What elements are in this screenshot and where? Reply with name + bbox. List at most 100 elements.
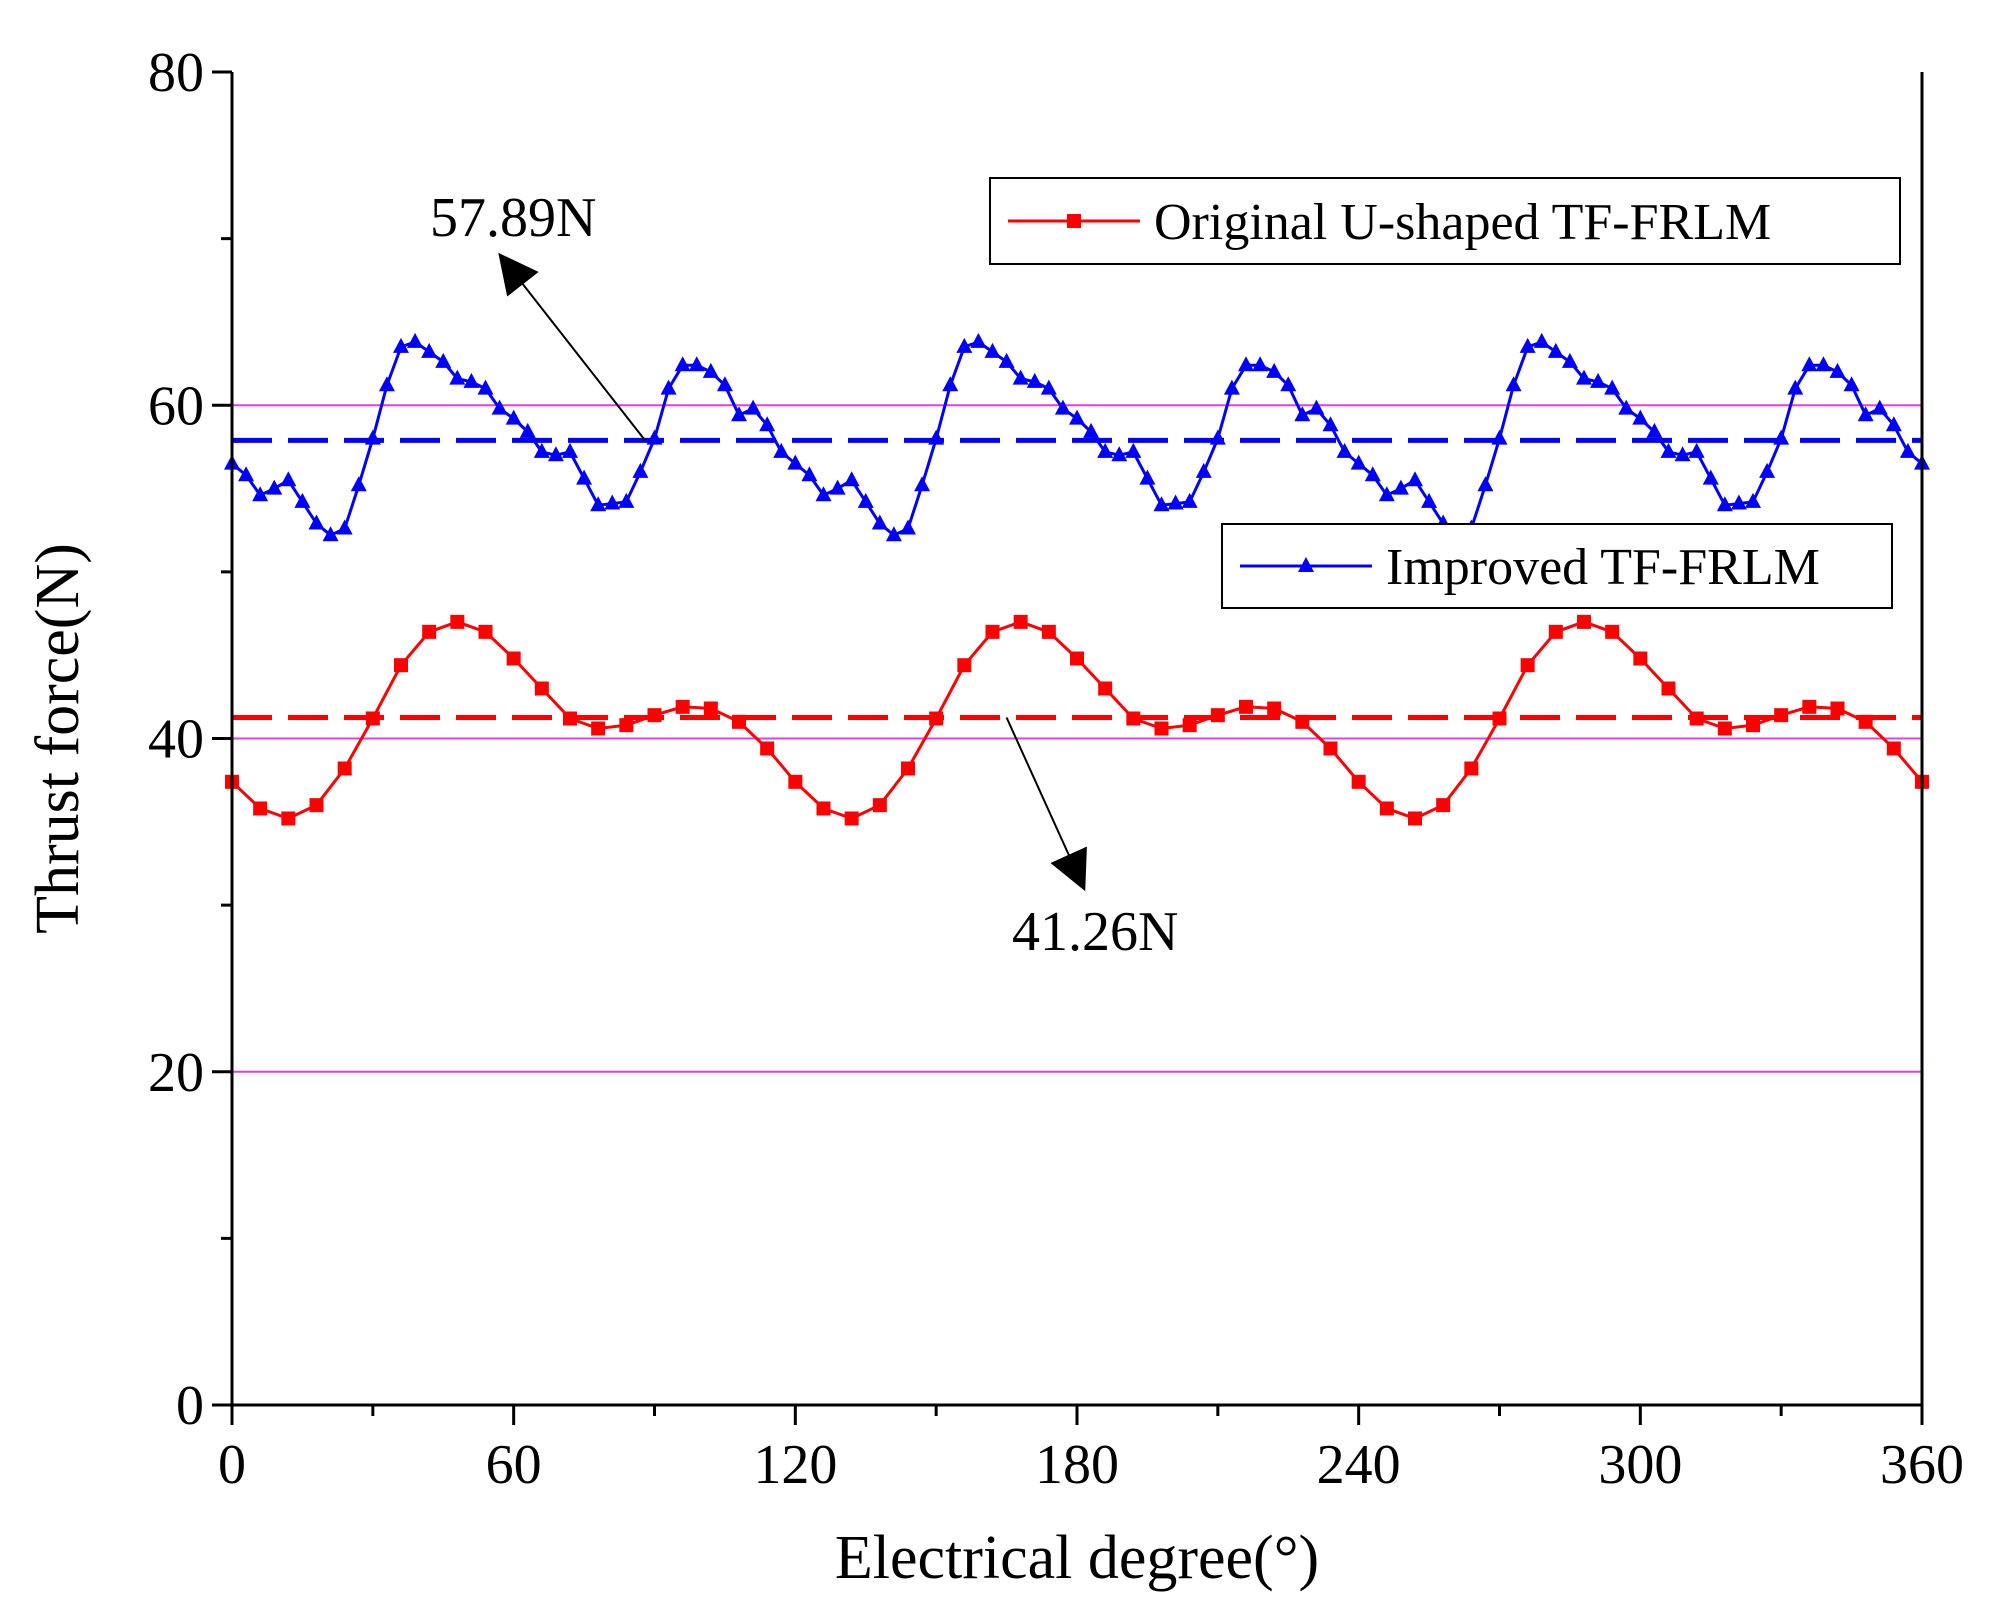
data-point bbox=[1280, 376, 1297, 392]
data-point bbox=[1266, 362, 1283, 378]
data-point bbox=[985, 624, 1000, 639]
y-axis-label: Thrust force(N) bbox=[24, 543, 92, 934]
data-point bbox=[1576, 369, 1592, 385]
data-point bbox=[759, 416, 776, 432]
data-point bbox=[1646, 422, 1663, 438]
y-tick-label: 0 bbox=[176, 1375, 204, 1437]
data-point bbox=[1871, 399, 1888, 415]
data-point bbox=[1351, 774, 1366, 789]
data-point bbox=[1097, 442, 1114, 458]
data-point bbox=[1886, 741, 1901, 756]
legend-box bbox=[989, 177, 1901, 265]
annotation-arrow bbox=[1005, 717, 1087, 892]
data-point bbox=[1604, 379, 1621, 395]
data-point bbox=[1605, 624, 1620, 639]
data-point bbox=[1013, 614, 1028, 629]
legend-entry-original: Original U-shaped TF-FRLM bbox=[989, 177, 1901, 265]
data-point bbox=[1392, 479, 1409, 495]
data-point bbox=[1899, 442, 1916, 458]
data-point bbox=[1746, 718, 1760, 733]
data-point bbox=[1323, 741, 1338, 756]
reference-lines bbox=[232, 404, 1922, 1073]
data-point bbox=[1505, 376, 1522, 392]
data-point bbox=[1239, 699, 1253, 714]
data-point bbox=[562, 442, 578, 458]
data-point bbox=[253, 801, 268, 816]
data-point bbox=[1520, 658, 1535, 673]
data-point bbox=[604, 494, 621, 510]
data-point bbox=[1857, 406, 1874, 422]
data-point bbox=[1561, 352, 1578, 368]
data-point bbox=[281, 811, 296, 826]
data-point bbox=[957, 658, 972, 673]
data-point bbox=[1548, 624, 1563, 639]
data-point bbox=[1829, 362, 1846, 378]
data-point bbox=[1716, 496, 1733, 512]
legend: Original U-shaped TF-FRLM Improved TF-FRL… bbox=[989, 177, 1901, 609]
y-tick-label: 20 bbox=[148, 1042, 204, 1104]
data-point bbox=[632, 462, 649, 478]
data-point bbox=[1577, 614, 1591, 629]
data-point bbox=[1491, 429, 1508, 445]
data-point bbox=[463, 372, 480, 388]
data-point bbox=[407, 332, 424, 348]
data-point bbox=[1041, 624, 1056, 639]
data-point bbox=[364, 429, 381, 445]
data-point bbox=[732, 714, 746, 729]
data-point bbox=[1632, 409, 1649, 425]
data-point bbox=[533, 442, 550, 458]
annotations: 57.89N 41.26N bbox=[430, 187, 1178, 963]
data-point bbox=[1210, 708, 1225, 723]
data-point bbox=[450, 614, 465, 629]
data-point bbox=[1689, 711, 1704, 726]
data-point bbox=[716, 376, 733, 392]
data-point bbox=[872, 798, 887, 813]
annotation-label-improved: 57.89N bbox=[430, 187, 596, 249]
data-point bbox=[547, 446, 564, 462]
data-point bbox=[984, 342, 1001, 358]
data-point bbox=[901, 761, 915, 776]
data-point bbox=[252, 486, 269, 502]
data-point bbox=[1843, 376, 1860, 392]
data-point bbox=[1139, 469, 1156, 485]
data-point bbox=[1492, 711, 1507, 726]
series-improved bbox=[224, 332, 1930, 542]
legend-swatch-marker bbox=[1298, 557, 1314, 572]
data-point bbox=[350, 476, 367, 492]
data-point bbox=[1098, 681, 1113, 696]
data-point bbox=[900, 519, 916, 535]
x-tick-label: 360 bbox=[1880, 1434, 1964, 1496]
data-point bbox=[675, 699, 690, 714]
data-point bbox=[1533, 332, 1550, 348]
legend-label: Original U-shaped TF-FRLM bbox=[1154, 194, 1771, 251]
data-point bbox=[787, 454, 804, 470]
data-point bbox=[1787, 379, 1804, 395]
data-point bbox=[646, 429, 663, 445]
x-tick-label: 180 bbox=[1035, 1434, 1119, 1496]
annotation-label-original: 41.26N bbox=[1012, 901, 1178, 963]
y-tick-label: 40 bbox=[148, 709, 204, 771]
data-point bbox=[1464, 761, 1479, 776]
legend-entry-improved: Improved TF-FRLM bbox=[1221, 523, 1893, 609]
data-point bbox=[478, 624, 493, 639]
data-point bbox=[1633, 651, 1648, 666]
data-point bbox=[1111, 446, 1128, 462]
data-point bbox=[1153, 496, 1170, 512]
data-point bbox=[1308, 399, 1325, 415]
data-point bbox=[477, 379, 494, 395]
data-point bbox=[1154, 721, 1169, 736]
data-point bbox=[1717, 721, 1732, 736]
data-point bbox=[1083, 422, 1100, 438]
data-point bbox=[238, 466, 255, 482]
data-point bbox=[857, 492, 874, 508]
data-point bbox=[1688, 442, 1705, 458]
y-tick-label: 80 bbox=[148, 42, 204, 104]
data-point bbox=[885, 526, 902, 542]
data-point bbox=[519, 422, 536, 438]
data-point bbox=[1730, 494, 1747, 510]
data-point bbox=[970, 332, 987, 348]
data-point bbox=[674, 356, 691, 372]
data-point bbox=[1801, 356, 1818, 372]
data-point bbox=[506, 651, 521, 666]
